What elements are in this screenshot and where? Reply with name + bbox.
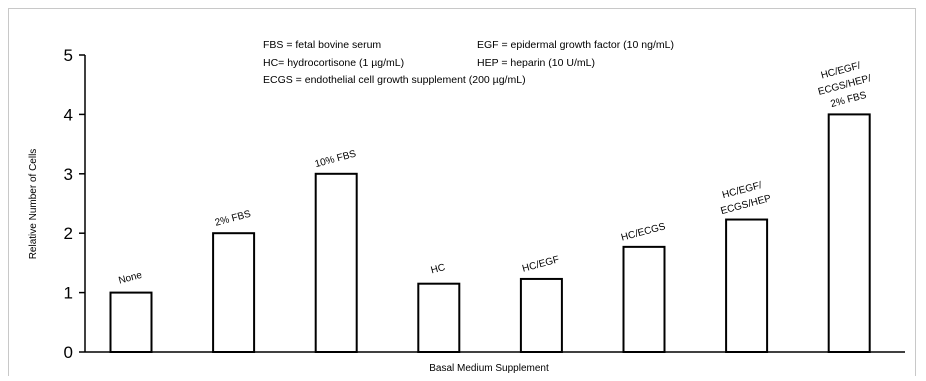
y-tick-label: 3 bbox=[64, 165, 73, 184]
y-tick-label: 0 bbox=[64, 343, 73, 362]
bar bbox=[725, 218, 769, 353]
bar bbox=[109, 291, 153, 354]
y-tick-label: 5 bbox=[64, 46, 73, 65]
y-axis-label: Relative Number of Cells bbox=[28, 149, 39, 260]
chart-frame bbox=[8, 8, 916, 376]
y-ticks: 0 1 2 3 4 5 bbox=[64, 46, 85, 362]
bar bbox=[417, 282, 461, 353]
bar-label: HC bbox=[430, 262, 447, 276]
abbreviation-legend: FBS = fetal bovine serum EGF = epidermal… bbox=[263, 39, 674, 86]
bar bbox=[622, 245, 666, 353]
bar-label: HC/ECGS bbox=[620, 221, 667, 244]
axes bbox=[84, 55, 905, 353]
legend-hep: HEP = heparin (10 U/mL) bbox=[477, 57, 595, 69]
bar-label: 10% FBS bbox=[314, 149, 358, 171]
bar-label: None bbox=[117, 270, 143, 287]
y-tick-label: 2 bbox=[64, 224, 73, 243]
bar-label: HC/EGF/ECGS/HEP bbox=[716, 179, 773, 218]
bars bbox=[109, 113, 871, 354]
bar bbox=[212, 232, 256, 353]
x-axis-label: Basal Medium Supplement bbox=[429, 363, 549, 374]
bar-label: 2% FBS bbox=[214, 209, 253, 229]
y-tick-label: 1 bbox=[64, 284, 73, 303]
legend-hc: HC= hydrocortisone (1 µg/mL) bbox=[263, 57, 404, 69]
y-tick-label: 4 bbox=[64, 105, 73, 124]
legend-egf: EGF = epidermal growth factor (10 ng/mL) bbox=[477, 39, 674, 51]
bar bbox=[519, 277, 563, 353]
bar-label: HC/EGF/ECGS/HEP/2% FBS bbox=[813, 59, 876, 113]
legend-fbs: FBS = fetal bovine serum bbox=[263, 39, 381, 51]
bar-label: HC/EGF bbox=[521, 254, 560, 274]
legend-ecgs: ECGS = endothelial cell growth supplemen… bbox=[263, 74, 526, 86]
bar bbox=[827, 113, 871, 354]
bar bbox=[314, 172, 358, 353]
